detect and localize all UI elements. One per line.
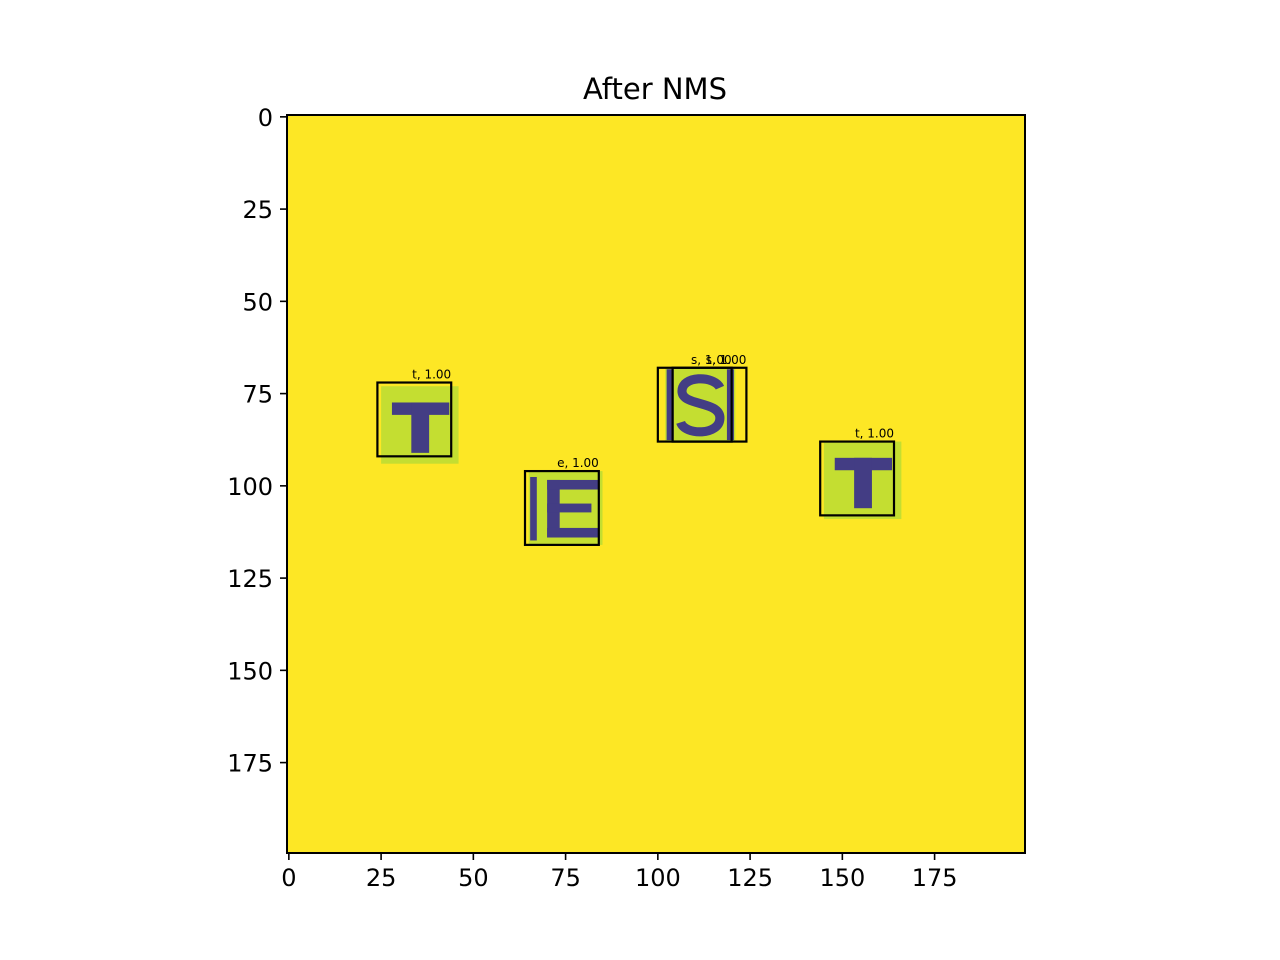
detection-box-2: e, 1.00 <box>523 456 600 546</box>
letter-patch-e-2 <box>528 471 603 545</box>
y-tick-label: 25 <box>242 196 273 224</box>
letter-stroke <box>547 479 599 490</box>
letter-patch-t-1 <box>381 386 459 464</box>
box-label: t, 1.00 <box>412 368 451 382</box>
x-tick-label: 75 <box>550 864 581 892</box>
x-tick-label: 100 <box>635 864 681 892</box>
y-tick-label: 175 <box>227 750 273 778</box>
y-tick-label: 100 <box>227 473 273 501</box>
letter-stroke <box>676 374 725 437</box>
axes-frame <box>286 114 1026 854</box>
plot-area: t, 1.00 e, 1.00 s, 1.00s, 1.00 t, 1.00 <box>286 114 1026 854</box>
letter-stroke <box>854 457 872 509</box>
x-tick-label: 50 <box>458 864 489 892</box>
letter-stroke <box>547 527 599 538</box>
box-label: s, 1.00 <box>706 353 747 367</box>
letter-patch-t-4 <box>823 441 902 520</box>
letter-stroke <box>666 369 674 441</box>
y-tick-label: 0 <box>258 104 273 132</box>
detection-box-4: s, 1.00 <box>671 353 748 443</box>
box-label: s, 1.00 <box>691 353 732 367</box>
detection-box-5: t, 1.00 <box>819 427 896 517</box>
bounding-box <box>376 381 453 458</box>
image-background <box>287 115 1025 853</box>
bounding-box <box>819 440 896 517</box>
letter-stroke <box>411 402 430 453</box>
box-label: e, 1.00 <box>557 456 599 470</box>
bounding-box <box>671 366 748 443</box>
x-tick-label: 125 <box>727 864 773 892</box>
y-tick-label: 125 <box>227 565 273 593</box>
bounding-box <box>523 469 600 546</box>
x-tick-label: 25 <box>366 864 397 892</box>
letter-patch-s-3 <box>665 367 736 442</box>
y-tick-label: 50 <box>242 288 273 316</box>
detection-box-1: t, 1.00 <box>376 368 453 458</box>
chart-title: After NMS <box>583 72 727 106</box>
x-axis: 0 25 50 75 100 125 150 175 <box>281 853 958 892</box>
y-axis: 0 25 50 75 100 125 150 175 <box>227 104 287 778</box>
letter-stroke <box>547 503 592 513</box>
letter-stroke <box>530 476 537 541</box>
y-tick-label: 75 <box>242 381 273 409</box>
x-tick-label: 150 <box>819 864 865 892</box>
x-tick-label: 0 <box>281 864 296 892</box>
x-tick-label: 175 <box>912 864 958 892</box>
letter-stroke <box>726 369 734 441</box>
box-label: t, 1.00 <box>855 427 894 441</box>
y-tick-label: 150 <box>227 657 273 685</box>
